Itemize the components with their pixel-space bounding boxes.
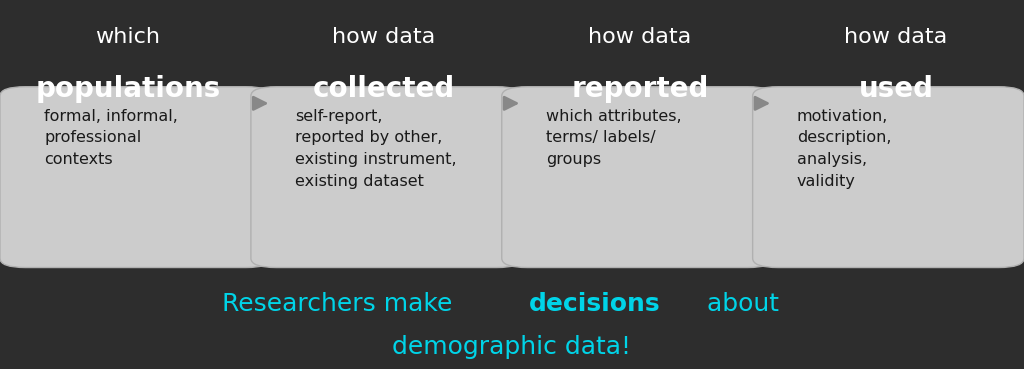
Text: which attributes,
terms/ labels/
groups: which attributes, terms/ labels/ groups — [546, 109, 681, 167]
Text: self-report,
reported by other,
existing instrument,
existing dataset: self-report, reported by other, existing… — [295, 109, 457, 189]
FancyBboxPatch shape — [753, 87, 1024, 268]
Text: motivation,
description,
analysis,
validity: motivation, description, analysis, valid… — [797, 109, 891, 189]
FancyBboxPatch shape — [251, 87, 522, 268]
Text: about: about — [699, 292, 779, 317]
Text: decisions: decisions — [529, 292, 660, 317]
Text: how data: how data — [589, 27, 691, 47]
Text: how data: how data — [333, 27, 435, 47]
Text: populations: populations — [36, 75, 220, 103]
Text: Researchers make: Researchers make — [221, 292, 460, 317]
Text: formal, informal,
professional
contexts: formal, informal, professional contexts — [44, 109, 178, 167]
Text: used: used — [858, 75, 934, 103]
Text: reported: reported — [571, 75, 709, 103]
FancyBboxPatch shape — [0, 87, 271, 268]
FancyBboxPatch shape — [502, 87, 773, 268]
Text: demographic data!: demographic data! — [392, 335, 632, 359]
Text: which: which — [95, 27, 161, 47]
Text: collected: collected — [313, 75, 455, 103]
Text: how data: how data — [845, 27, 947, 47]
